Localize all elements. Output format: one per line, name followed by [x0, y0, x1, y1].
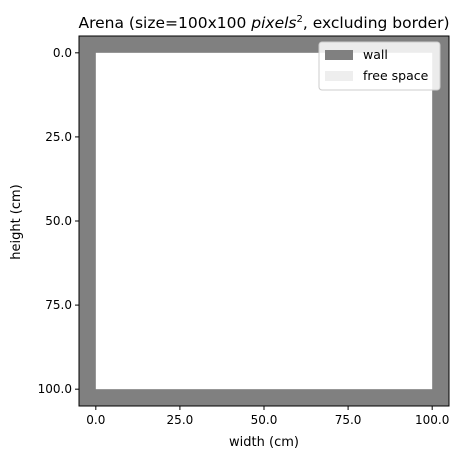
x-axis: 0.0 25.0 50.0 75.0 100.0 — [86, 406, 449, 427]
x-tick-label: 100.0 — [415, 413, 449, 427]
x-tick-label: 75.0 — [335, 413, 362, 427]
y-tick-label: 100.0 — [38, 382, 72, 396]
title-prefix: Arena (size=100x100 — [78, 14, 251, 32]
x-tick-label: 50.0 — [251, 413, 278, 427]
x-axis-label: width (cm) — [229, 435, 299, 450]
legend: wall free space — [318, 41, 441, 91]
title-suffix: , excluding border) — [303, 14, 450, 32]
y-axis-label: height (cm) — [9, 184, 24, 260]
title-sup: 2 — [297, 14, 303, 25]
y-tick-label: 0.0 — [53, 46, 72, 60]
chart-title: Arena (size=100x100 pixels2, excluding b… — [78, 14, 449, 32]
y-tick-label: 75.0 — [45, 298, 72, 312]
x-tick-label: 25.0 — [167, 413, 194, 427]
x-tick-label: 0.0 — [86, 413, 105, 427]
y-tick-label: 25.0 — [45, 130, 72, 144]
legend-label: wall — [363, 47, 388, 62]
y-axis: 0.0 25.0 50.0 75.0 100.0 — [38, 46, 79, 396]
title-math: pixels — [250, 14, 296, 32]
legend-swatch-free-space — [325, 71, 353, 81]
plot-area — [79, 36, 449, 406]
legend-label: free space — [363, 68, 429, 83]
y-tick-label: 50.0 — [45, 214, 72, 228]
free-space-region — [95, 52, 433, 390]
legend-swatch-wall — [325, 50, 353, 60]
